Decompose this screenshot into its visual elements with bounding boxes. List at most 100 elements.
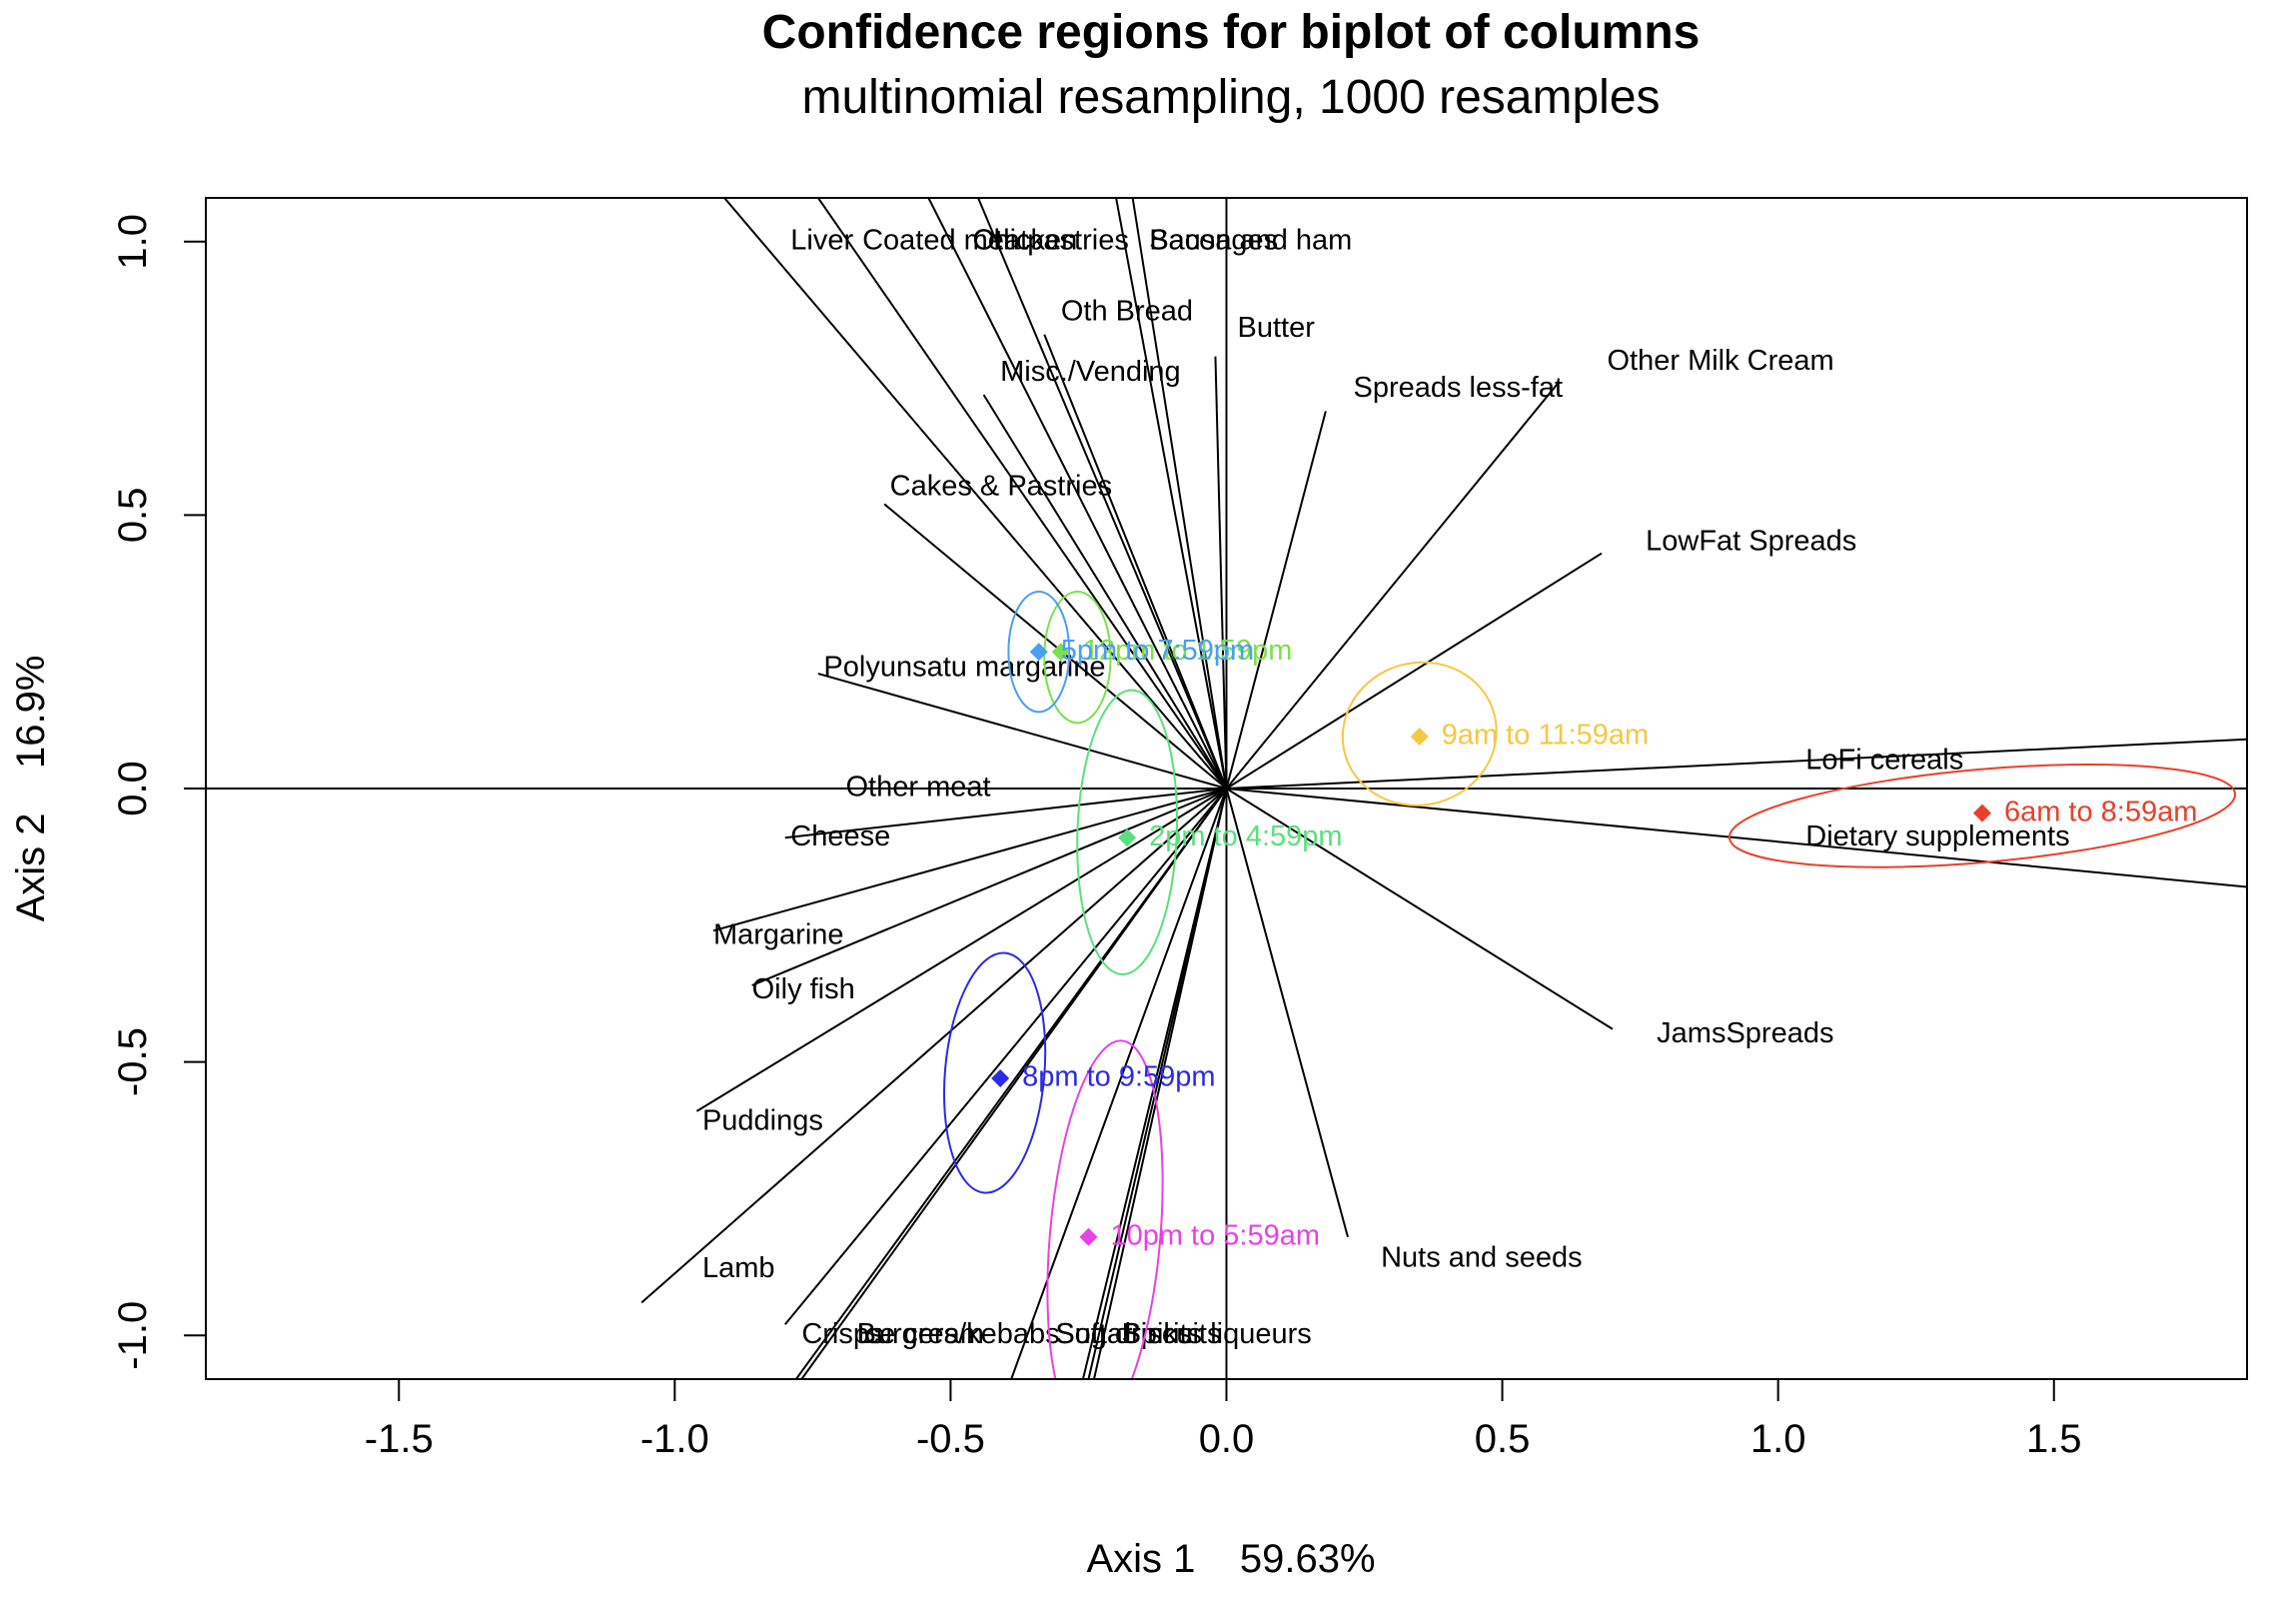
x-tick-label: -1.5 <box>365 1417 434 1461</box>
row-point-label: 10pm to 5:59am <box>1110 1219 1320 1251</box>
variable-vector <box>751 788 1227 986</box>
confidence-ellipse <box>1727 764 2237 868</box>
x-tick-label: 1.0 <box>1750 1417 1806 1461</box>
variable-label: Dietary supplements <box>1805 820 2069 852</box>
variable-vector <box>977 198 1228 790</box>
variable-label: Oth pastries <box>973 224 1129 256</box>
row-point-marker <box>1029 643 1048 662</box>
variable-label: Bacon and ham <box>1149 224 1352 256</box>
y-tick-label: -1.0 <box>111 1301 155 1370</box>
row-point-label: 6am to 8:59am <box>2004 796 2197 827</box>
variable-vector <box>695 788 1228 1112</box>
x-tick-label: -1.0 <box>640 1417 709 1461</box>
variable-label: LoFi cereals <box>1805 744 1963 776</box>
variable-vector <box>800 788 1228 1379</box>
chart-subtitle: multinomial resampling, 1000 resamples <box>801 71 1660 124</box>
variable-vector <box>1115 198 1228 790</box>
variable-vector <box>1225 552 1603 790</box>
row-point-label: 8pm to 9:59pm <box>1022 1061 1215 1093</box>
variable-label: Other Milk Cream <box>1607 345 1833 377</box>
x-axis-label: Axis 1 59.63% <box>1086 1537 1375 1581</box>
variable-label: Ice cream <box>857 1318 984 1350</box>
variable-vector <box>784 788 1227 839</box>
variable-label: Liver <box>790 224 853 256</box>
row-point-marker <box>1118 828 1137 847</box>
y-tick-label: 1.0 <box>111 214 155 270</box>
x-axis: -1.5 -1.0 -0.5 0.0 0.5 1.0 1.5 <box>365 1379 2082 1461</box>
variable-label: Lamb <box>702 1252 775 1284</box>
row-point-label: 5pm to 7:59pm <box>1061 635 1254 667</box>
variable-vector <box>817 673 1227 790</box>
y-axis: -1.0 -0.5 0.0 0.5 1.0 <box>111 214 206 1370</box>
row-point-label: 9am to 11:59am <box>1442 720 1649 752</box>
variable-vector <box>1093 788 1228 1379</box>
variable-label: Cakes & Pastries <box>890 471 1112 503</box>
row-point-label: 12pm to 1:59pm <box>1083 635 1293 667</box>
y-tick-label: 0.5 <box>111 488 155 544</box>
variable-label: Butter <box>1238 312 1316 344</box>
variable-label: JamsSpreads <box>1657 1017 1833 1049</box>
row-labels: 6am to 8:59am 9am to 11:59am 12pm to 1:59p… <box>1022 635 2197 1252</box>
variable-label: Margarine <box>713 918 844 950</box>
variable-label: Sugar <box>1055 1318 1133 1350</box>
row-point-marker <box>1972 803 1991 822</box>
confidence-ellipses <box>942 591 2237 1379</box>
variable-vector <box>1043 334 1228 790</box>
row-points <box>991 643 1991 1246</box>
row-point-marker <box>1051 643 1070 662</box>
variable-vectors <box>640 198 2247 1379</box>
variable-vector <box>1226 738 2247 790</box>
variable-label: Oth Bread <box>1061 296 1193 328</box>
row-point-marker <box>1079 1227 1098 1246</box>
x-tick-label: 0.0 <box>1199 1417 1255 1461</box>
variable-vector <box>817 198 1228 790</box>
variable-vector <box>982 394 1228 790</box>
variable-label: Oily fish <box>752 973 855 1005</box>
x-tick-label: 1.5 <box>2026 1417 2082 1461</box>
variable-vector <box>1225 788 1614 1030</box>
confidence-ellipse <box>1341 661 1498 806</box>
variable-label: Spreads less-fat <box>1353 372 1563 404</box>
confidence-ellipse <box>1076 689 1179 975</box>
variable-vector <box>1225 411 1327 790</box>
y-axis-label: Axis 2 16.9% <box>9 656 53 922</box>
confidence-ellipse <box>1043 591 1112 725</box>
confidence-ellipse <box>942 951 1047 1194</box>
variable-label: Puddings <box>702 1104 823 1136</box>
row-point-label: 2pm to 4:59pm <box>1149 820 1342 852</box>
variable-vector <box>883 503 1228 790</box>
row-point-marker <box>991 1069 1010 1088</box>
variable-vector <box>723 198 1228 790</box>
y-tick-label: 0.0 <box>111 761 155 816</box>
variable-vector <box>1225 383 1559 790</box>
variable-label: Biscuits <box>1122 1318 1222 1350</box>
x-tick-label: 0.5 <box>1475 1417 1531 1461</box>
variable-vector <box>712 788 1227 932</box>
confidence-ellipse <box>1046 1039 1164 1379</box>
variable-label: Sausages <box>1149 224 1278 256</box>
variable-vector <box>640 788 1228 1304</box>
chart-title: Confidence regions for biplot of columns <box>762 6 1701 59</box>
variable-label: LowFat Spreads <box>1646 525 1856 557</box>
variable-label: Cheese <box>790 820 890 852</box>
y-tick-label: -0.5 <box>111 1027 155 1096</box>
variable-label: Nuts and seeds <box>1381 1241 1583 1273</box>
variable-vector <box>927 198 1228 790</box>
variable-label: Other meat <box>846 772 991 803</box>
variable-label: Crisps <box>801 1318 883 1350</box>
variable-vector <box>1225 788 1349 1237</box>
variable-label: Burgers/kebabs <box>857 1318 1060 1350</box>
variable-vector <box>1226 788 2247 888</box>
variable-label: Chicken <box>973 224 1078 256</box>
variable-label: Soft drinks <box>1055 1318 1192 1350</box>
variable-vector <box>783 788 1228 1325</box>
x-tick-label: -0.5 <box>916 1417 985 1461</box>
variable-label: Coated meat <box>862 224 1028 256</box>
variable-label: Misc./Vending <box>1000 356 1181 388</box>
row-point-marker <box>1410 728 1429 747</box>
variable-vector <box>1214 356 1228 790</box>
variable-vector <box>1131 198 1228 790</box>
variable-label: Spirits liqueurs <box>1122 1318 1312 1350</box>
